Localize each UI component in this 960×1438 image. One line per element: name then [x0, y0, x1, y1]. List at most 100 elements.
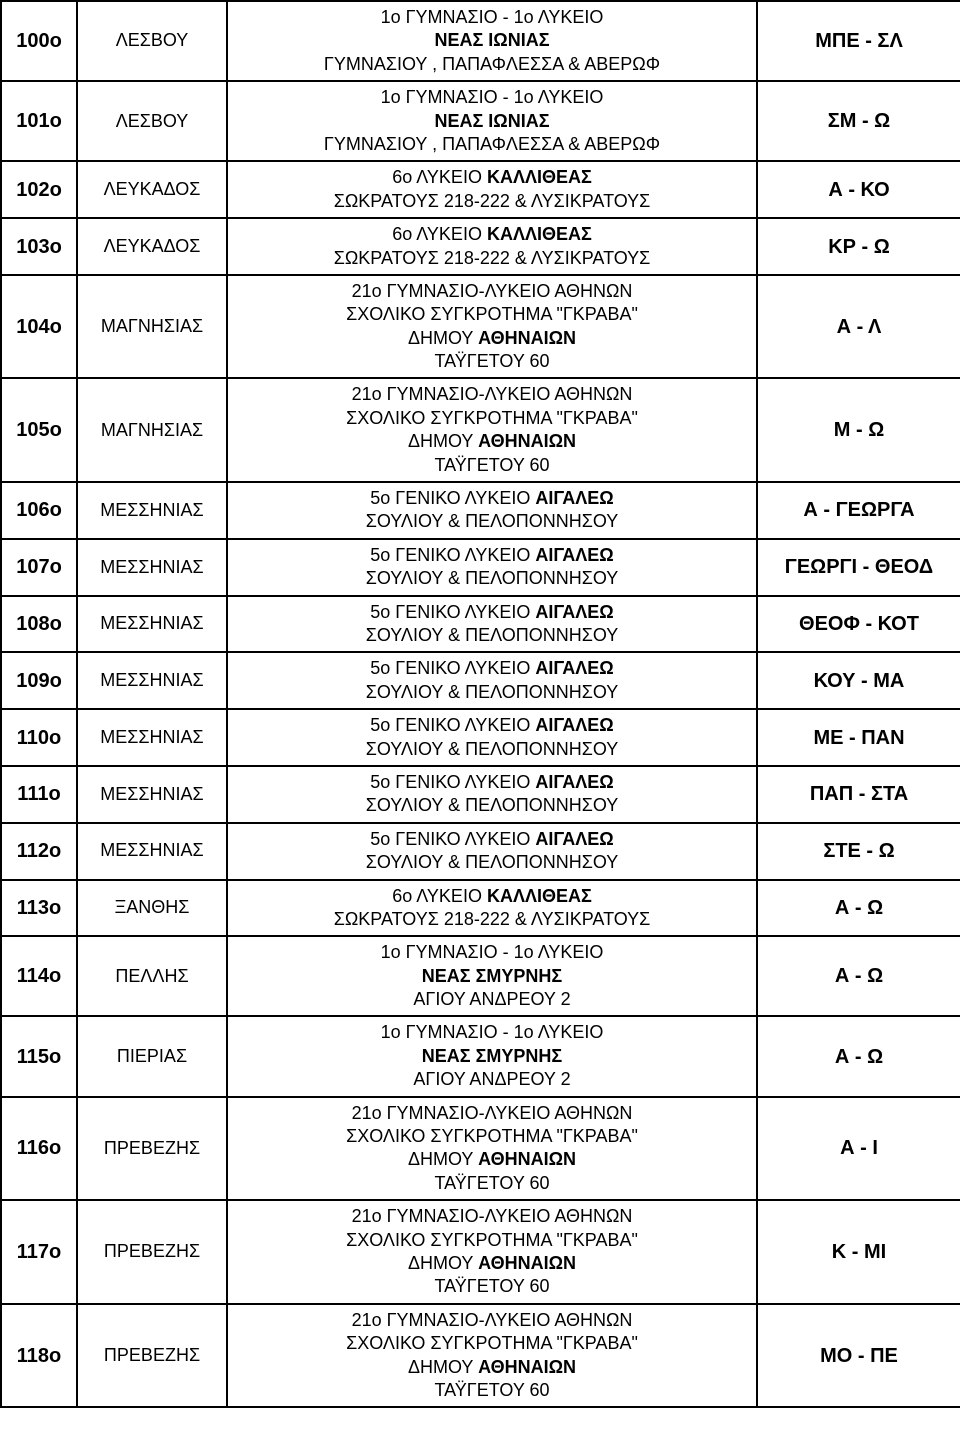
row-number: 110ο	[1, 709, 77, 766]
table-row: 104οΜΑΓΝΗΣΙΑΣ21ο ΓΥΜΝΑΣΙΟ-ΛΥΚΕΙΟ ΑΘΗΝΩΝΣ…	[1, 275, 960, 379]
table-row: 109οΜΕΣΣΗΝΙΑΣ5ο ΓΕΝΙΚΟ ΛΥΚΕΙΟ ΑΙΓΑΛΕΩΣΟΥ…	[1, 652, 960, 709]
address-cell: 5ο ΓΕΝΙΚΟ ΛΥΚΕΙΟ ΑΙΓΑΛΕΩΣΟΥΛΙΟΥ & ΠΕΛΟΠΟ…	[227, 652, 757, 709]
address-line: ΣΩΚΡΑΤΟΥΣ 218-222 & ΛΥΣΙΚΡΑΤΟΥΣ	[234, 908, 750, 931]
address-line: ΑΓΙΟΥ ΑΝΔΡΕΟΥ 2	[234, 1068, 750, 1091]
address-line: ΤΑΫΓΕΤΟΥ 60	[234, 1379, 750, 1402]
address-line: ΣΧΟΛΙΚΟ ΣΥΓΚΡΟΤΗΜΑ "ΓΚΡΑΒΑ"	[234, 303, 750, 326]
address-line: ΣΟΥΛΙΟΥ & ΠΕΛΟΠΟΝΝΗΣΟΥ	[234, 681, 750, 704]
address-cell: 1ο ΓΥΜΝΑΣΙΟ - 1ο ΛΥΚΕΙΟΝΕΑΣ ΙΩΝΙΑΣΓΥΜΝΑΣ…	[227, 81, 757, 161]
address-cell: 5ο ΓΕΝΙΚΟ ΛΥΚΕΙΟ ΑΙΓΑΛΕΩΣΟΥΛΙΟΥ & ΠΕΛΟΠΟ…	[227, 482, 757, 539]
range-cell: Α - Ω	[757, 880, 960, 937]
range-cell: Μ - Ω	[757, 378, 960, 482]
row-number: 113ο	[1, 880, 77, 937]
region-cell: ΠΡΕΒΕΖΗΣ	[77, 1304, 227, 1408]
table-row: 108οΜΕΣΣΗΝΙΑΣ5ο ΓΕΝΙΚΟ ΛΥΚΕΙΟ ΑΙΓΑΛΕΩΣΟΥ…	[1, 596, 960, 653]
address-line: 5ο ΓΕΝΙΚΟ ΛΥΚΕΙΟ ΑΙΓΑΛΕΩ	[234, 771, 750, 794]
region-cell: ΠΙΕΡΙΑΣ	[77, 1016, 227, 1096]
address-line: ΤΑΫΓΕΤΟΥ 60	[234, 454, 750, 477]
address-line: ΝΕΑΣ ΣΜΥΡΝΗΣ	[234, 965, 750, 988]
address-line: ΔΗΜΟΥ ΑΘΗΝΑΙΩΝ	[234, 327, 750, 350]
row-number: 103ο	[1, 218, 77, 275]
address-line: 21ο ΓΥΜΝΑΣΙΟ-ΛΥΚΕΙΟ ΑΘΗΝΩΝ	[234, 1309, 750, 1332]
address-line: 6ο ΛΥΚΕΙΟ ΚΑΛΛΙΘΕΑΣ	[234, 223, 750, 246]
range-cell: Α - Ω	[757, 936, 960, 1016]
table-row: 118οΠΡΕΒΕΖΗΣ21ο ΓΥΜΝΑΣΙΟ-ΛΥΚΕΙΟ ΑΘΗΝΩΝΣΧ…	[1, 1304, 960, 1408]
region-cell: ΜΕΣΣΗΝΙΑΣ	[77, 596, 227, 653]
row-number: 106ο	[1, 482, 77, 539]
row-number: 115ο	[1, 1016, 77, 1096]
row-number: 111ο	[1, 766, 77, 823]
range-cell: Κ - ΜΙ	[757, 1200, 960, 1304]
table-row: 110οΜΕΣΣΗΝΙΑΣ5ο ΓΕΝΙΚΟ ΛΥΚΕΙΟ ΑΙΓΑΛΕΩΣΟΥ…	[1, 709, 960, 766]
address-line: ΣΧΟΛΙΚΟ ΣΥΓΚΡΟΤΗΜΑ "ΓΚΡΑΒΑ"	[234, 407, 750, 430]
address-line: ΤΑΫΓΕΤΟΥ 60	[234, 350, 750, 373]
address-line: ΔΗΜΟΥ ΑΘΗΝΑΙΩΝ	[234, 1356, 750, 1379]
region-cell: ΠΡΕΒΕΖΗΣ	[77, 1200, 227, 1304]
range-cell: Α - ΓΕΩΡΓΑ	[757, 482, 960, 539]
range-cell: ΓΕΩΡΓΙ - ΘΕΟΔ	[757, 539, 960, 596]
range-cell: Α - ΚΟ	[757, 161, 960, 218]
address-cell: 21ο ΓΥΜΝΑΣΙΟ-ΛΥΚΕΙΟ ΑΘΗΝΩΝΣΧΟΛΙΚΟ ΣΥΓΚΡΟ…	[227, 1097, 757, 1201]
row-number: 109ο	[1, 652, 77, 709]
address-line: ΣΟΥΛΙΟΥ & ΠΕΛΟΠΟΝΝΗΣΟΥ	[234, 738, 750, 761]
address-line: ΣΩΚΡΑΤΟΥΣ 218-222 & ΛΥΣΙΚΡΑΤΟΥΣ	[234, 190, 750, 213]
address-cell: 6ο ΛΥΚΕΙΟ ΚΑΛΛΙΘΕΑΣΣΩΚΡΑΤΟΥΣ 218-222 & Λ…	[227, 161, 757, 218]
region-cell: ΜΕΣΣΗΝΙΑΣ	[77, 539, 227, 596]
address-line: ΤΑΫΓΕΤΟΥ 60	[234, 1172, 750, 1195]
region-cell: ΠΕΛΛΗΣ	[77, 936, 227, 1016]
address-cell: 1o ΓΥΜΝΑΣΙΟ - 1ο ΛΥΚΕΙΟΝΕΑΣ ΣΜΥΡΝΗΣΑΓΙΟΥ…	[227, 1016, 757, 1096]
address-line: ΝΕΑΣ ΙΩΝΙΑΣ	[234, 29, 750, 52]
address-line: 1ο ΓΥΜΝΑΣΙΟ - 1ο ΛΥΚΕΙΟ	[234, 86, 750, 109]
address-line: ΣΩΚΡΑΤΟΥΣ 218-222 & ΛΥΣΙΚΡΑΤΟΥΣ	[234, 247, 750, 270]
range-cell: ΚΡ - Ω	[757, 218, 960, 275]
address-line: 5ο ΓΕΝΙΚΟ ΛΥΚΕΙΟ ΑΙΓΑΛΕΩ	[234, 601, 750, 624]
address-line: ΝΕΑΣ ΙΩΝΙΑΣ	[234, 110, 750, 133]
address-cell: 5ο ΓΕΝΙΚΟ ΛΥΚΕΙΟ ΑΙΓΑΛΕΩΣΟΥΛΙΟΥ & ΠΕΛΟΠΟ…	[227, 823, 757, 880]
region-cell: ΜΑΓΝΗΣΙΑΣ	[77, 378, 227, 482]
address-cell: 5ο ΓΕΝΙΚΟ ΛΥΚΕΙΟ ΑΙΓΑΛΕΩΣΟΥΛΙΟΥ & ΠΕΛΟΠΟ…	[227, 596, 757, 653]
region-cell: ΛΕΣΒΟΥ	[77, 81, 227, 161]
address-line: ΔΗΜΟΥ ΑΘΗΝΑΙΩΝ	[234, 1252, 750, 1275]
address-line: ΣΟΥΛΙΟΥ & ΠΕΛΟΠΟΝΝΗΣΟΥ	[234, 624, 750, 647]
range-cell: ΜΟ - ΠΕ	[757, 1304, 960, 1408]
range-cell: ΜΠΕ - ΣΛ	[757, 1, 960, 81]
table-row: 106οΜΕΣΣΗΝΙΑΣ5ο ΓΕΝΙΚΟ ΛΥΚΕΙΟ ΑΙΓΑΛΕΩΣΟΥ…	[1, 482, 960, 539]
region-cell: ΛΕΥΚΑΔΟΣ	[77, 161, 227, 218]
range-cell: ΠΑΠ - ΣΤΑ	[757, 766, 960, 823]
region-cell: ΜΕΣΣΗΝΙΑΣ	[77, 709, 227, 766]
table-row: 112οΜΕΣΣΗΝΙΑΣ5ο ΓΕΝΙΚΟ ΛΥΚΕΙΟ ΑΙΓΑΛΕΩΣΟΥ…	[1, 823, 960, 880]
address-line: 6ο ΛΥΚΕΙΟ ΚΑΛΛΙΘΕΑΣ	[234, 166, 750, 189]
address-line: ΓΥΜΝΑΣΙΟΥ , ΠΑΠΑΦΛΕΣΣΑ & ΑΒΕΡΩΦ	[234, 53, 750, 76]
table-row: 113οΞΑΝΘΗΣ6ο ΛΥΚΕΙΟ ΚΑΛΛΙΘΕΑΣΣΩΚΡΑΤΟΥΣ 2…	[1, 880, 960, 937]
address-line: ΑΓΙΟΥ ΑΝΔΡΕΟΥ 2	[234, 988, 750, 1011]
address-line: ΣΧΟΛΙΚΟ ΣΥΓΚΡΟΤΗΜΑ "ΓΚΡΑΒΑ"	[234, 1332, 750, 1355]
address-line: ΣΟΥΛΙΟΥ & ΠΕΛΟΠΟΝΝΗΣΟΥ	[234, 510, 750, 533]
table-row: 100οΛΕΣΒΟΥ1ο ΓΥΜΝΑΣΙΟ - 1ο ΛΥΚΕΙΟΝΕΑΣ ΙΩ…	[1, 1, 960, 81]
range-cell: Α - Ω	[757, 1016, 960, 1096]
region-cell: ΜΕΣΣΗΝΙΑΣ	[77, 482, 227, 539]
address-cell: 21ο ΓΥΜΝΑΣΙΟ-ΛΥΚΕΙΟ ΑΘΗΝΩΝΣΧΟΛΙΚΟ ΣΥΓΚΡΟ…	[227, 275, 757, 379]
address-line: 21ο ΓΥΜΝΑΣΙΟ-ΛΥΚΕΙΟ ΑΘΗΝΩΝ	[234, 1205, 750, 1228]
region-cell: ΠΡΕΒΕΖΗΣ	[77, 1097, 227, 1201]
address-line: ΣΟΥΛΙΟΥ & ΠΕΛΟΠΟΝΝΗΣΟΥ	[234, 851, 750, 874]
address-line: 1o ΓΥΜΝΑΣΙΟ - 1ο ΛΥΚΕΙΟ	[234, 1021, 750, 1044]
range-cell: ΣΜ - Ω	[757, 81, 960, 161]
row-number: 116ο	[1, 1097, 77, 1201]
row-number: 102ο	[1, 161, 77, 218]
table-row: 101οΛΕΣΒΟΥ1ο ΓΥΜΝΑΣΙΟ - 1ο ΛΥΚΕΙΟΝΕΑΣ ΙΩ…	[1, 81, 960, 161]
region-cell: ΜΕΣΣΗΝΙΑΣ	[77, 766, 227, 823]
address-line: ΣΧΟΛΙΚΟ ΣΥΓΚΡΟΤΗΜΑ "ΓΚΡΑΒΑ"	[234, 1125, 750, 1148]
address-line: ΔΗΜΟΥ ΑΘΗΝΑΙΩΝ	[234, 430, 750, 453]
address-line: 21ο ΓΥΜΝΑΣΙΟ-ΛΥΚΕΙΟ ΑΘΗΝΩΝ	[234, 1102, 750, 1125]
region-cell: ΜΕΣΣΗΝΙΑΣ	[77, 823, 227, 880]
address-cell: 6ο ΛΥΚΕΙΟ ΚΑΛΛΙΘΕΑΣΣΩΚΡΑΤΟΥΣ 218-222 & Λ…	[227, 218, 757, 275]
range-cell: ΘΕΟΦ - ΚΟΤ	[757, 596, 960, 653]
row-number: 107ο	[1, 539, 77, 596]
row-number: 100ο	[1, 1, 77, 81]
address-line: 21ο ΓΥΜΝΑΣΙΟ-ΛΥΚΕΙΟ ΑΘΗΝΩΝ	[234, 383, 750, 406]
address-cell: 1o ΓΥΜΝΑΣΙΟ - 1ο ΛΥΚΕΙΟΝΕΑΣ ΣΜΥΡΝΗΣΑΓΙΟΥ…	[227, 936, 757, 1016]
table-row: 111οΜΕΣΣΗΝΙΑΣ5ο ΓΕΝΙΚΟ ΛΥΚΕΙΟ ΑΙΓΑΛΕΩΣΟΥ…	[1, 766, 960, 823]
address-cell: 21ο ΓΥΜΝΑΣΙΟ-ΛΥΚΕΙΟ ΑΘΗΝΩΝΣΧΟΛΙΚΟ ΣΥΓΚΡΟ…	[227, 1304, 757, 1408]
address-line: ΤΑΫΓΕΤΟΥ 60	[234, 1275, 750, 1298]
region-cell: ΜΕΣΣΗΝΙΑΣ	[77, 652, 227, 709]
